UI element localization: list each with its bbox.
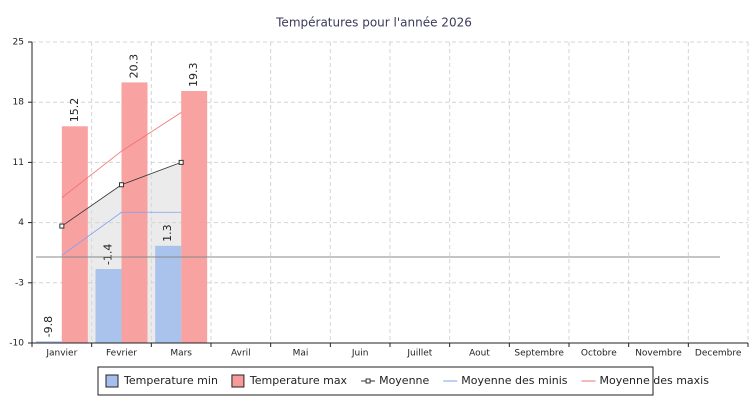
data-label: 19.3 [187,63,200,88]
bar [181,91,208,344]
x-tick-label: Juillet [406,349,432,359]
bar [61,126,88,343]
legend-label: Temperature max [249,374,348,387]
bar [155,245,182,343]
point [178,159,184,165]
legend-label: Temperature min [123,374,218,387]
legend-label: Moyenne [379,374,429,387]
point [59,223,65,229]
data-label: -9.8 [42,316,55,337]
y-tick-label: -10 [9,339,24,349]
x-tick-label: Avril [231,349,251,359]
legend-box [97,366,654,396]
line [61,211,182,256]
data-label: 15.2 [68,98,81,123]
chart-title: Températures pour l'année 2026 [275,16,472,30]
legend-marker [365,378,371,384]
legend-label: Moyenne des maxis [600,374,710,387]
x-tick-label: Novembre [635,349,682,359]
data-label: -1.4 [102,244,115,265]
bar [121,82,148,344]
y-tick-label: -3 [15,278,24,288]
x-tick-label: Aout [469,349,490,359]
x-tick-label: Mai [293,349,309,359]
y-tick-label: 11 [13,158,24,168]
y-tick-label: 25 [13,38,24,48]
x-tick-label: Janvier [45,349,77,359]
x-tick-label: Octobre [581,349,617,359]
legend-label: Moyenne des minis [461,374,567,387]
data-label: 1.3 [161,224,174,242]
x-tick-label: Fevrier [106,349,137,359]
bar [35,341,62,343]
point [119,182,124,188]
bar [95,269,122,343]
x-tick-label: Juin [351,349,369,359]
legend-swatch [105,374,119,388]
x-tick-label: Mars [170,349,192,359]
line [61,112,182,198]
y-tick-label: 4 [18,218,24,228]
x-tick-label: Septembre [514,349,564,359]
x-tick-label: Decembre [695,349,742,359]
legend-swatch [231,374,245,388]
y-tick-label: 18 [13,98,25,108]
data-label: 20.3 [128,54,141,79]
